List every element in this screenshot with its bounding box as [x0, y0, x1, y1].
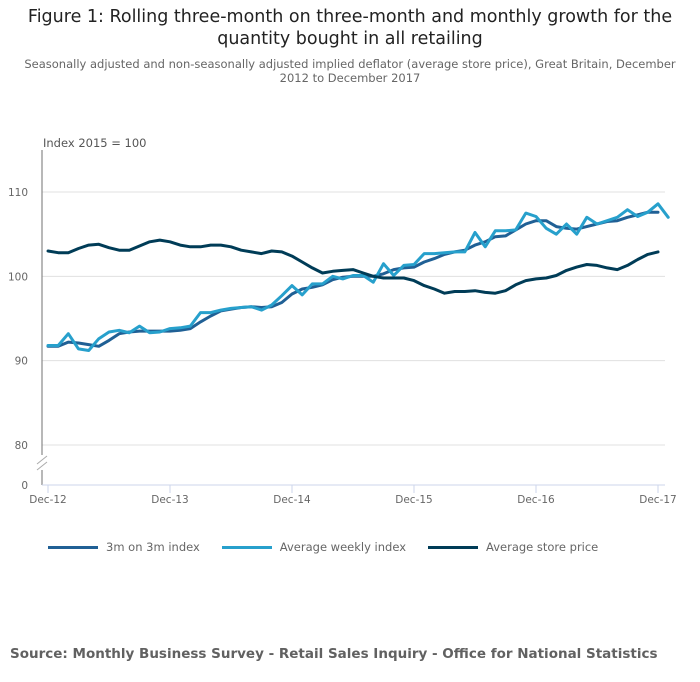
y-tick-label: 80 — [15, 440, 28, 452]
legend-item-average-weekly[interactable]: Average weekly index — [221, 540, 407, 554]
axis-break-mark — [36, 455, 48, 465]
x-tick-label: Dec-16 — [517, 494, 555, 506]
legend: 3m on 3m index Average weekly index Aver… — [48, 540, 620, 554]
x-tick-label: Dec-14 — [273, 494, 311, 506]
legend-label: Average store price — [486, 540, 599, 554]
y-tick-label: 0 — [21, 480, 28, 492]
source-note: Source: Monthly Business Survey - Retail… — [10, 646, 658, 662]
legend-swatch-average-store-price — [428, 545, 479, 549]
series-line-average-store-price — [46, 238, 660, 295]
legend-swatch-average-weekly — [221, 545, 272, 549]
legend-label: Average weekly index — [279, 540, 407, 554]
y-tick-label: 100 — [8, 271, 28, 283]
chart-title: Figure 1: Rolling three-month on three-m… — [27, 7, 673, 49]
legend-label: 3m on 3m index — [106, 540, 200, 554]
x-tick-label: Dec-17 — [639, 494, 676, 506]
x-tick-label: Dec-15 — [395, 494, 432, 506]
legend-swatch-3m-on-3m — [48, 545, 98, 549]
y-tick-label: 90 — [15, 356, 28, 368]
y-tick-label: 110 — [8, 187, 28, 199]
y-axis-label: Index 2015 = 100 — [43, 136, 147, 150]
x-tick-label: Dec-12 — [29, 494, 66, 506]
axes — [36, 150, 665, 493]
series-lines — [46, 202, 670, 352]
legend-item-average-store-price[interactable]: Average store price — [428, 540, 598, 554]
x-tick-label: Dec-13 — [151, 494, 188, 506]
series-line-average-weekly-index — [46, 202, 670, 352]
chart-subtitle: Seasonally adjusted and non-seasonally a… — [24, 57, 676, 85]
legend-item-3m-on-3m[interactable]: 3m on 3m index — [48, 540, 200, 554]
axis-break-mark — [36, 461, 48, 471]
